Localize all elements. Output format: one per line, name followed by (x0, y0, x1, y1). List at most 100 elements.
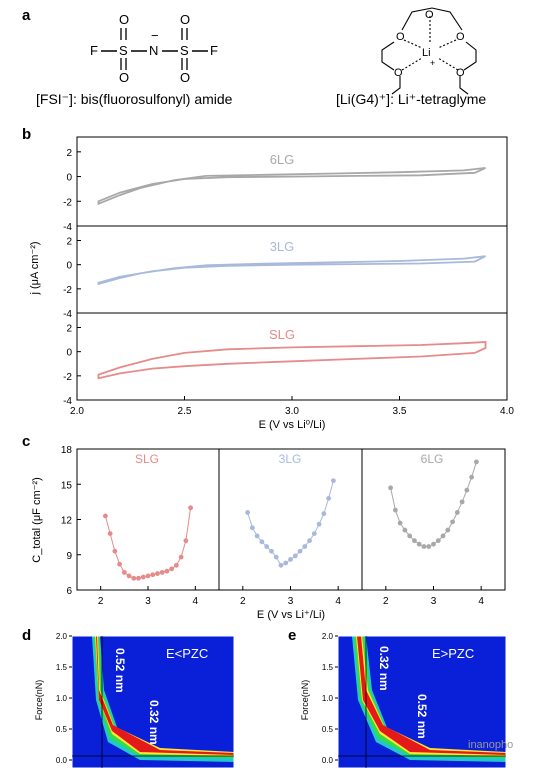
panel-c-point-3LG (307, 538, 312, 544)
panel-e-force-map: E>PZC 0.32 nm 0.52 nm 0.0 0.5 1.0 1.5 2.0 For… (300, 632, 507, 768)
panel-c-label-6LG: 6LG (421, 452, 444, 466)
panel-c-xlabel: E (V vs Li⁺/Li) (257, 609, 325, 621)
panel-c-xtick-label: 3 (145, 596, 151, 607)
panel-c-ytick-label: 15 (61, 480, 73, 491)
fsi-atom-s-left: S (119, 43, 128, 58)
panel-c-point-6LG (407, 533, 413, 539)
panel-c-point-6LG (402, 527, 408, 533)
panel-b-xtick-label: 2.0 (70, 406, 84, 417)
panel-c-capacitance-chart: 2 3 4 SLG 2 3 4 3LG 2 3 4 6LG 6 9 12 15 18 E (V vs Li⁺/Li… (31, 445, 506, 621)
panel-c-point-SLG (103, 513, 108, 519)
lig4-caption: [Li(G4)⁺]: Li⁺-tetraglyme (336, 91, 486, 107)
panel-b-ytick-label: 2 (66, 237, 72, 248)
fsi-atom-o-2: O (119, 70, 129, 85)
svg-text:O: O (456, 67, 465, 79)
panel-c-point-3LG (249, 525, 255, 531)
panel-c-xtick-label: 2 (98, 596, 104, 607)
lig4-atoms: O O O O O Li + (394, 9, 465, 79)
panel-b-ytick-label: -2 (63, 197, 72, 208)
fsi-atom-o-1: O (119, 12, 129, 27)
panel-d-ytick-label: 0.0 (56, 756, 68, 765)
svg-text:O: O (456, 31, 465, 43)
panel-b-series-6LG (97, 167, 486, 206)
panel-c-point-3LG (245, 510, 251, 515)
panel-b-ytick-label: -2 (63, 372, 72, 383)
panel-c-point-SLG (140, 574, 146, 580)
panel-c-point-6LG (445, 527, 451, 533)
panel-e-ytick-label: 1.0 (322, 694, 334, 703)
panel-b-ylabel: j (μA cm⁻²) (29, 241, 41, 295)
fsi-structure: F S N − S F O O O O (90, 12, 218, 85)
panel-c-xtick-label: 4 (335, 596, 341, 607)
panel-c-point-6LG (431, 541, 436, 547)
panel-d-force-map: E<PZC 0.52 nm 0.32 nm 0.0 0.5 1.0 1.5 2.0 For… (34, 632, 235, 768)
panel-c-ytick-label: 9 (66, 551, 72, 562)
panel-b-xlabel: E (V vs Li⁰/Li) (259, 419, 326, 431)
panel-c-xtick-label: 2 (240, 596, 246, 607)
panel-b-cv-chart: -4 -2 0 2 6LG -4 -2 0 2 3LG -4 -2 0 2 SLG 2.0 2.5 3.0 3.5 4… (29, 136, 514, 431)
panel-b-xtick-label: 4.0 (500, 406, 514, 417)
panel-c-label-SLG: SLG (135, 452, 159, 466)
panel-e-ytick-label: 1.5 (322, 663, 334, 672)
panel-c-point-3LG (264, 544, 270, 549)
panel-c-frame-3LG (218, 448, 363, 591)
panel-d-ytick-label: 0.5 (56, 725, 68, 734)
panel-c-point-3LG (316, 521, 322, 527)
panel-b-ytick-label: 0 (66, 173, 72, 184)
panel-c-point-6LG (388, 485, 393, 491)
panel-b-label-6LG: 6LG (270, 152, 295, 167)
panel-c-point-6LG (421, 544, 427, 549)
panel-b-ytick-label: -4 (63, 222, 72, 233)
panel-b-xtick-label: 3.5 (393, 406, 407, 417)
panel-b-xtick-label: 2.5 (178, 406, 192, 417)
panel-c-ylabel: C_total (μF cm⁻²) (31, 477, 43, 562)
panel-c-point-6LG (459, 499, 465, 505)
watermark-text: inanopho (468, 739, 513, 751)
panel-c-point-6LG (440, 533, 446, 539)
d-condition-label: E<PZC (166, 646, 208, 661)
panel-c-point-6LG (412, 538, 417, 544)
panel-c-point-3LG (288, 557, 293, 562)
panel-c-point-SLG (150, 572, 156, 578)
panel-b-series-SLG (97, 341, 487, 380)
panel-d-ylabel: Force(nN) (34, 680, 44, 721)
panel-c-point-SLG (126, 573, 132, 579)
panel-c-point-SLG (107, 531, 113, 536)
fsi-atom-o-4: O (180, 70, 190, 85)
panel-b-xtick-label: 3.0 (285, 406, 299, 417)
panel-c-point-SLG (145, 573, 151, 579)
panel-c-point-6LG (474, 459, 479, 465)
panel-c-ytick-label: 18 (61, 445, 73, 456)
fsi-atom-s-right: S (180, 43, 189, 58)
panel-d-ytick-label: 2.0 (56, 632, 68, 641)
panel-c-point-SLG (112, 548, 118, 554)
panel-d-ytick-label: 1.0 (56, 694, 68, 703)
panel-e-ytick-label: 0.0 (322, 756, 334, 765)
panel-c-xtick-label: 4 (478, 596, 484, 607)
panel-c-point-6LG (392, 507, 398, 513)
panel-label-b: b (22, 126, 31, 143)
panel-d-ytick-label: 1.5 (56, 663, 68, 672)
panel-c-point-SLG (188, 505, 194, 511)
e-annotation-1: 0.32 nm (377, 646, 391, 691)
panel-c-point-SLG (155, 571, 160, 576)
panel-c-label-3LG: 3LG (279, 452, 302, 466)
panel-c-xtick-label: 2 (383, 596, 389, 607)
panel-c-point-SLG (178, 554, 184, 560)
panel-c-point-3LG (278, 562, 284, 568)
fsi-atom-f-right: F (210, 43, 218, 58)
panel-c-point-3LG (259, 539, 265, 545)
panel-label-e: e (288, 627, 296, 644)
panel-b-ytick-label: 0 (66, 348, 72, 359)
panel-b-ytick-label: 2 (66, 324, 72, 335)
d-annotation-1: 0.52 nm (113, 648, 127, 693)
lig4-structure (381, 7, 477, 95)
panel-c-point-SLG (136, 575, 141, 581)
panel-c-xtick-label: 3 (431, 596, 437, 607)
panel-c-point-3LG (297, 548, 303, 554)
panel-b-ytick-label: 0 (66, 261, 72, 272)
panel-c-point-3LG (311, 531, 317, 536)
lig4-atom-li: Li (422, 47, 431, 59)
fsi-minus: − (151, 28, 159, 43)
